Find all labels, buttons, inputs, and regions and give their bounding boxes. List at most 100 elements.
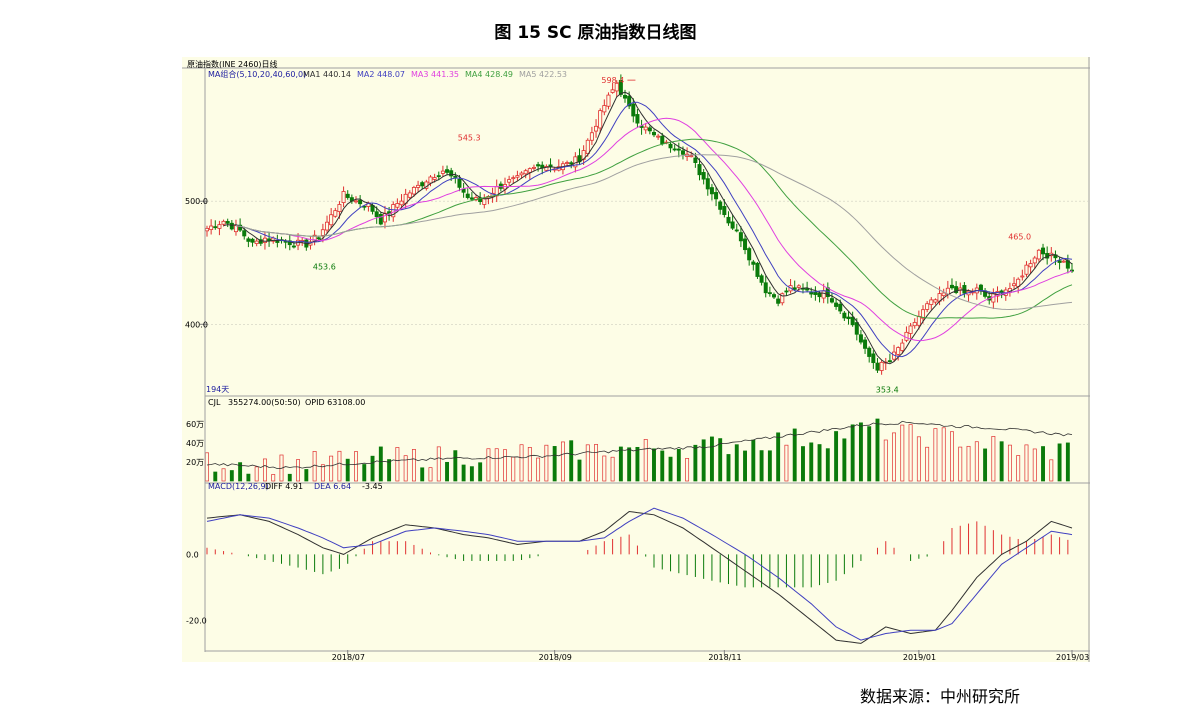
opi-line [206, 420, 1073, 470]
candle-up [515, 175, 520, 178]
candle-down [776, 298, 781, 304]
volume-bar [610, 456, 615, 482]
volume-bar [718, 438, 723, 482]
candle-up [933, 299, 938, 303]
candle-down [258, 239, 263, 244]
volume-bar [734, 444, 739, 482]
candle-down [784, 290, 789, 293]
axis-and-annotation-labels: MA组合(5,10,20,40,60,0)MA1 440.14 MA2 448.0… [185, 69, 1089, 662]
candle-down [842, 312, 847, 319]
candle-up [490, 192, 495, 198]
candle-down [743, 238, 748, 251]
volume-bar [842, 438, 847, 482]
price-annotation: 453.6 [313, 262, 336, 271]
candle-down [229, 222, 234, 230]
volume-bar [560, 441, 565, 482]
volume-bar [751, 439, 756, 482]
candle-down [647, 127, 652, 132]
candle-down [734, 229, 739, 232]
volume-label: CJL [208, 398, 221, 407]
candle-down [850, 316, 855, 326]
candle-down [680, 150, 685, 155]
volume-bar [428, 467, 433, 482]
volume-bar [602, 455, 607, 482]
candle-down [887, 360, 892, 363]
ma-group-label: MA组合(5,10,20,40,60,0) [208, 69, 306, 79]
candle-down [838, 303, 843, 312]
candle-up [411, 187, 416, 195]
candle-down [714, 192, 719, 200]
volume-bar [676, 448, 681, 482]
candle-down [718, 201, 723, 210]
volume-bar [354, 451, 358, 482]
candle-up [337, 204, 342, 212]
candle-up [217, 224, 222, 229]
candle-up [221, 220, 226, 225]
candle-up [796, 285, 801, 288]
volume-bar [850, 424, 855, 482]
candle-down [213, 226, 218, 229]
volume-bar [262, 458, 267, 482]
volume-bar [1032, 448, 1037, 482]
candle-up [896, 347, 901, 355]
candle-down [726, 216, 731, 224]
candle-up [879, 361, 884, 371]
volume-bar [1065, 442, 1070, 482]
volume-bar [817, 444, 822, 482]
volume-bar [1049, 459, 1054, 482]
ma-legend-ma4: MA4 428.49 [465, 70, 513, 79]
candle-up [916, 316, 921, 326]
volume-bar [834, 431, 839, 482]
volume-tick-label: 60万 [186, 420, 204, 429]
ma-line-ma5 [235, 154, 1073, 311]
candle-down [618, 79, 623, 95]
candle-down [747, 248, 752, 261]
candle-down [1057, 260, 1062, 263]
volume-bar [577, 459, 582, 482]
candle-down [378, 213, 383, 225]
candle-up [565, 162, 570, 164]
candle-down [854, 322, 859, 335]
volume-bar [552, 446, 557, 482]
volume-bar [825, 448, 830, 482]
candle-down [358, 199, 363, 205]
volume-bar [875, 418, 880, 482]
candle-up [329, 214, 334, 226]
volume-bar [254, 466, 259, 482]
candle-up [904, 331, 909, 341]
candle-up [341, 191, 346, 203]
volume-bar [784, 444, 789, 482]
price-tick-label: 400.0 [185, 320, 208, 329]
candle-down [660, 135, 665, 145]
candle-down [875, 362, 880, 371]
candle-up [254, 240, 259, 244]
candle-up [407, 192, 412, 198]
candle-up [780, 293, 785, 304]
volume-bar [436, 446, 441, 482]
candle-down [449, 170, 454, 177]
candle-down [759, 275, 764, 283]
volume-bar [569, 440, 574, 482]
macd-hist: -3.45 [362, 482, 383, 491]
candle-down [792, 287, 797, 290]
volume-bars [205, 418, 1073, 482]
volume-bar [345, 458, 350, 482]
volume-bar [660, 450, 665, 482]
candle-down [871, 353, 876, 364]
volume-bar [238, 462, 243, 482]
candle-up [589, 132, 594, 141]
volume-bar [701, 439, 706, 482]
volume-bar [503, 449, 507, 482]
candle-down [867, 347, 872, 357]
candle-down [465, 193, 470, 198]
price-annotation: 465.0 [1008, 232, 1031, 241]
macd-tick-label: -20.0 [186, 616, 207, 625]
candle-up [204, 227, 209, 232]
volume-bar [693, 444, 698, 482]
volume-bar [991, 436, 996, 482]
candle-down [345, 193, 350, 198]
candle-down [242, 230, 247, 237]
volume-bar [221, 468, 226, 482]
candle-up [912, 322, 917, 327]
